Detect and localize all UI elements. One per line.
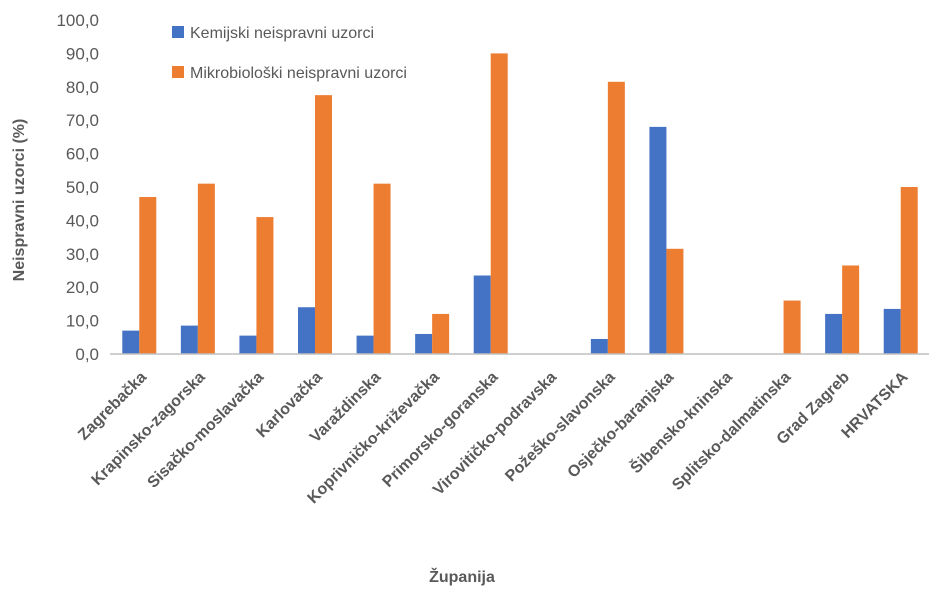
bar-kemijski-1	[180, 325, 198, 354]
x-tick-label: Krapinsko-zagorska	[89, 369, 209, 489]
bar-mikrobioloski-13	[900, 187, 918, 354]
bar-mikrobioloski-1	[197, 183, 215, 354]
y-tick-label: 20,0	[66, 278, 99, 297]
x-axis-title: Županija	[429, 567, 495, 586]
bar-mikrobioloski-8	[607, 81, 625, 354]
legend: Kemijski neispravni uzorci Mikrobiološki …	[172, 25, 407, 82]
bars	[122, 53, 918, 355]
bar-kemijski-5	[415, 333, 433, 354]
y-tick-label: 50,0	[66, 178, 99, 197]
bar-kemijski-13	[883, 308, 901, 354]
bar-mikrobioloski-12	[842, 265, 860, 354]
bar-mikrobioloski-4	[373, 183, 391, 354]
y-tick-label: 0,0	[75, 345, 99, 364]
bar-kemijski-8	[590, 338, 608, 354]
y-axis-title: Neispravni uzorci (%)	[11, 119, 28, 282]
y-tick-label: 100,0	[56, 11, 99, 30]
legend-label: Mikrobiološki neispravni uzorci	[190, 65, 407, 82]
y-axis-ticks: 0,0 10,0 20,0 30,0 40,0 50,0 60,0 70,0 80,0 90,0 1…	[56, 11, 99, 364]
y-tick-label: 10,0	[66, 312, 99, 331]
bar-kemijski-6	[473, 275, 491, 354]
legend-label: Kemijski neispravni uzorci	[190, 25, 374, 42]
legend-swatch	[172, 26, 184, 38]
bar-kemijski-2	[239, 335, 257, 354]
x-tick-label: Sisačko-moslavačka	[145, 369, 268, 492]
bar-mikrobioloski-6	[490, 53, 508, 355]
bar-mikrobioloski-5	[432, 313, 450, 354]
y-tick-label: 30,0	[66, 245, 99, 264]
x-tick-label: Splitsko-dalmatinska	[669, 369, 794, 494]
bar-kemijski-9	[649, 126, 667, 354]
y-tick-label: 70,0	[66, 111, 99, 130]
x-tick-label: Požeško-slavonska	[502, 369, 618, 485]
bar-mikrobioloski-9	[666, 248, 684, 354]
bar-mikrobioloski-3	[315, 95, 332, 355]
bar-kemijski-12	[825, 313, 843, 354]
bar-mikrobioloski-0	[139, 197, 157, 354]
bar-kemijski-4	[356, 335, 374, 354]
x-axis-ticks: ZagrebačkaKrapinsko-zagorskaSisačko-mosl…	[75, 367, 912, 507]
legend-swatch	[172, 66, 184, 78]
x-tick-label: Šibensko-kninska	[626, 367, 736, 477]
bar-kemijski-0	[122, 330, 140, 354]
y-tick-label: 90,0	[66, 44, 99, 63]
bar-mikrobioloski-2	[256, 217, 274, 354]
x-tick-label: Primorsko-goranska	[379, 369, 501, 491]
y-tick-label: 80,0	[66, 78, 99, 97]
bar-mikrobioloski-11	[783, 300, 801, 354]
x-tick-label: Osječko-baranjska	[565, 369, 678, 482]
y-tick-label: 40,0	[66, 211, 99, 230]
y-tick-label: 60,0	[66, 145, 99, 164]
bar-kemijski-3	[298, 307, 315, 354]
